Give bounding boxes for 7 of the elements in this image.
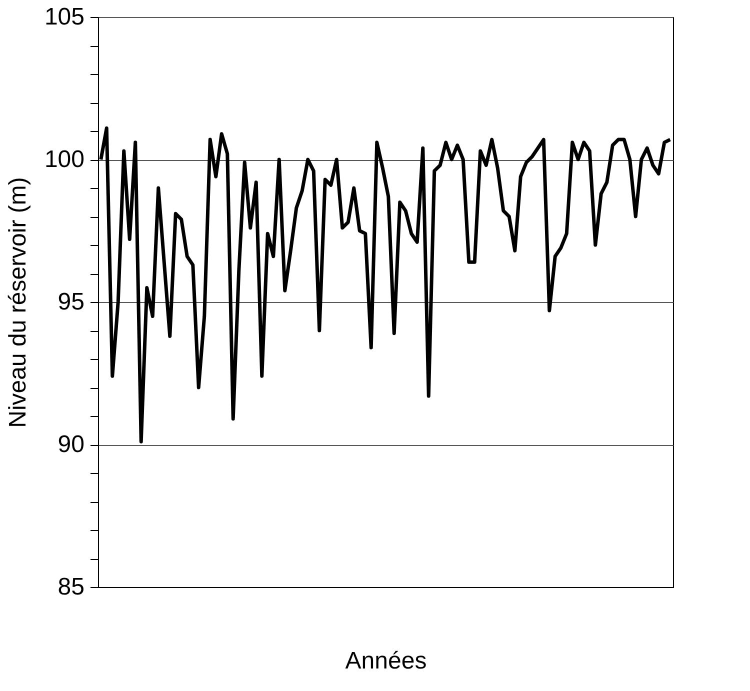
y-tick-label: 85	[58, 574, 84, 600]
y-tick-label: 100	[44, 146, 84, 173]
y-tick-label: 105	[44, 4, 84, 30]
y-tick-label: 95	[58, 288, 84, 316]
x-axis-title: Années	[345, 648, 427, 674]
y-tick-label: 90	[58, 431, 84, 458]
y-axis-title: Niveau du réservoir (m)	[4, 177, 32, 428]
